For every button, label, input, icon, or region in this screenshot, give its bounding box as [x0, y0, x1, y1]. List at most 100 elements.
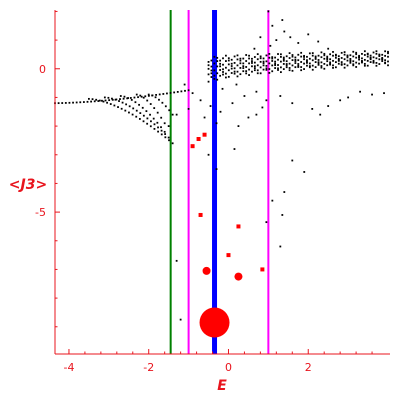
data-point	[335, 61, 337, 64]
data-point	[372, 51, 375, 54]
data-point	[384, 61, 387, 64]
data-point	[265, 68, 268, 71]
data-point	[285, 66, 288, 69]
data-point	[291, 59, 294, 62]
data-point	[114, 98, 117, 101]
data-point	[363, 54, 366, 56]
data-point	[320, 51, 323, 54]
data-point	[75, 101, 78, 104]
red-marker	[226, 253, 231, 258]
data-point	[317, 62, 320, 65]
data-point	[236, 75, 239, 78]
data-point	[107, 96, 110, 99]
data-point	[222, 63, 224, 66]
data-point	[279, 245, 282, 248]
data-point	[119, 95, 122, 97]
data-point	[111, 97, 113, 100]
data-point	[164, 133, 167, 135]
data-point	[294, 58, 297, 61]
data-point	[231, 102, 234, 105]
data-point	[326, 55, 329, 58]
data-point	[255, 113, 258, 116]
data-point	[355, 51, 358, 54]
red-marker	[236, 224, 241, 229]
data-point	[233, 62, 236, 64]
data-point	[327, 105, 330, 107]
data-point	[387, 52, 389, 55]
data-point	[215, 122, 218, 125]
data-point	[87, 97, 90, 100]
x-tick-label: 0	[225, 361, 232, 374]
data-point	[303, 54, 305, 57]
data-point	[213, 69, 216, 72]
data-point	[239, 73, 242, 76]
data-point	[369, 56, 372, 59]
data-point	[146, 122, 149, 125]
data-point	[317, 59, 320, 61]
data-point	[236, 58, 239, 61]
data-point	[251, 70, 253, 73]
data-point	[108, 99, 111, 102]
data-point	[207, 73, 210, 76]
data-point	[239, 59, 242, 62]
data-point	[271, 60, 274, 62]
data-point	[242, 65, 245, 68]
data-point	[300, 55, 303, 58]
data-point	[378, 63, 381, 65]
data-point	[332, 64, 334, 67]
data-point	[93, 100, 96, 103]
data-point	[363, 62, 366, 65]
data-point	[222, 68, 224, 71]
data-point	[326, 64, 329, 67]
data-point	[256, 58, 259, 61]
data-point	[332, 66, 334, 69]
data-point	[262, 60, 265, 63]
data-point	[97, 100, 100, 102]
data-point	[236, 64, 239, 67]
data-point	[288, 57, 291, 59]
data-point	[243, 95, 246, 97]
data-point	[133, 96, 136, 99]
data-point	[308, 57, 311, 60]
data-point	[281, 19, 284, 21]
data-point	[359, 90, 361, 93]
data-point	[277, 58, 279, 61]
data-point	[317, 63, 320, 66]
data-point	[118, 100, 120, 102]
data-point	[164, 136, 167, 139]
data-point	[183, 83, 186, 86]
ticks: -4 -2 0 2 0 -5	[35, 10, 373, 374]
data-point	[358, 62, 360, 65]
data-point	[168, 139, 170, 142]
data-point	[175, 113, 178, 116]
data-point	[288, 67, 291, 69]
data-point	[265, 67, 268, 70]
data-point	[363, 64, 366, 67]
data-point	[271, 64, 274, 67]
data-point	[248, 68, 250, 71]
data-point	[268, 68, 271, 70]
data-point	[274, 62, 277, 65]
data-point	[311, 108, 314, 110]
data-point	[343, 63, 346, 66]
data-point	[166, 92, 168, 95]
data-point	[274, 67, 277, 69]
data-point	[387, 55, 389, 58]
data-point	[111, 98, 114, 101]
data-point	[329, 58, 332, 61]
data-point	[168, 109, 171, 112]
data-point	[259, 57, 262, 60]
data-point	[291, 55, 294, 58]
data-point	[332, 59, 334, 62]
data-point	[253, 61, 256, 64]
data-point	[64, 102, 67, 104]
data-point	[219, 69, 222, 71]
data-point	[366, 55, 369, 58]
data-point	[227, 75, 230, 78]
data-point	[248, 57, 250, 60]
data-point	[151, 94, 154, 97]
data-point	[171, 113, 174, 116]
data-point	[253, 47, 256, 50]
data-point	[381, 53, 384, 56]
data-point	[363, 58, 366, 61]
